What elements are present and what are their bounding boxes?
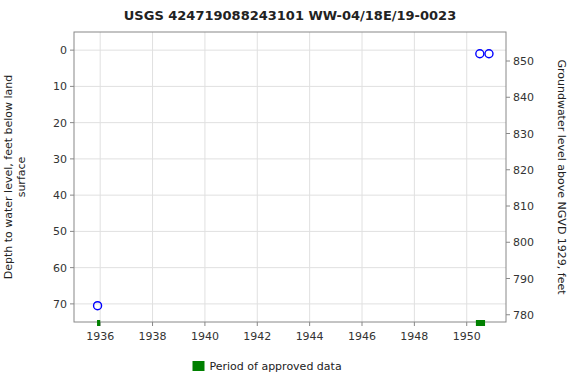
axes: 1936 1938 1940 1942 1944 1946 1948 1950 0 10 20 30 4…: [53, 44, 534, 343]
tick-label-y: 50: [53, 225, 67, 238]
chart: 1936 1938 1940 1942 1944 1946 1948 1950 0 10 20 30 4…: [0, 0, 576, 384]
tick-y: [70, 122, 74, 123]
tick-y: [70, 303, 74, 304]
tick-y: [70, 50, 74, 51]
marks: [94, 50, 493, 310]
tick-y2: [506, 206, 510, 207]
tick-label-y: 60: [53, 262, 67, 275]
tick-x: [309, 322, 310, 326]
tick-y2: [506, 169, 510, 170]
tick-y2: [506, 133, 510, 134]
y-axis-label-line: surface: [15, 156, 28, 197]
tick-y: [70, 158, 74, 159]
legend-label: Period of approved data: [210, 360, 342, 373]
tick-label-y2: 850: [513, 55, 534, 68]
grid-line-y: [74, 86, 506, 87]
tick-y: [70, 195, 74, 196]
grid-line-y: [74, 231, 506, 232]
period-bars: [97, 320, 485, 326]
tick-label-y: 40: [53, 189, 67, 202]
grid-line-y: [74, 158, 506, 159]
tick-label-y2: 820: [513, 164, 534, 177]
grid-line-x: [100, 32, 101, 322]
grid-line-y: [74, 267, 506, 268]
grid-line-y: [74, 195, 506, 196]
tick-x: [257, 322, 258, 326]
y2-axis-label: Groundwater level above NGVD 1929, feet: [555, 59, 568, 295]
tick-label-x: 1938: [139, 330, 167, 343]
grid-line-x: [362, 32, 363, 322]
title: USGS 424719088243101 WW-04/18E/19-0023: [124, 8, 456, 23]
tick-label-y2: 810: [513, 200, 534, 213]
point: [476, 50, 484, 58]
tick-label-y2: 800: [513, 236, 534, 249]
tick-label-y: 70: [53, 298, 67, 311]
tick-y2: [506, 278, 510, 279]
tick-x: [152, 322, 153, 326]
y-axis-label: Depth to water level, feet below landsur…: [2, 75, 28, 280]
tick-label-y: 0: [60, 44, 67, 57]
grid-line-y: [74, 50, 506, 51]
grid-line-y: [74, 122, 506, 123]
tick-y2: [506, 242, 510, 243]
tick-y: [70, 86, 74, 87]
tick-label-x: 1946: [348, 330, 376, 343]
point: [485, 50, 493, 58]
tick-y2: [506, 97, 510, 98]
tick-label-y2: 840: [513, 91, 534, 104]
tick-label-x: 1942: [243, 330, 271, 343]
legend-swatch: [193, 361, 205, 371]
tick-y2: [506, 314, 510, 315]
tick-label-x: 1950: [453, 330, 481, 343]
legend: Period of approved data: [193, 360, 342, 373]
tick-y: [70, 231, 74, 232]
tick-x: [204, 322, 205, 326]
grid-line-x: [309, 32, 310, 322]
grid: [74, 32, 506, 322]
tick-label-x: 1948: [400, 330, 428, 343]
tick-label-y2: 780: [513, 309, 534, 322]
tick-x: [362, 322, 363, 326]
grid-line-x: [466, 32, 467, 322]
tick-label-x: 1940: [191, 330, 219, 343]
tick-x: [466, 322, 467, 326]
tick-y: [70, 267, 74, 268]
tick-y2: [506, 61, 510, 62]
grid-line-y: [74, 303, 506, 304]
tick-label-x: 1936: [86, 330, 114, 343]
grid-line-x: [257, 32, 258, 322]
tick-label-x: 1944: [296, 330, 324, 343]
tick-x: [414, 322, 415, 326]
tick-label-y: 30: [53, 153, 67, 166]
tick-label-y: 20: [53, 117, 67, 130]
point: [94, 302, 102, 310]
tick-label-y: 10: [53, 80, 67, 93]
grid-line-x: [204, 32, 205, 322]
tick-label-y2: 790: [513, 273, 534, 286]
plot-frame: [74, 32, 506, 322]
grid-line-x: [152, 32, 153, 322]
y-axis-label-line: Depth to water level, feet below land: [2, 75, 15, 280]
period-bar: [97, 320, 100, 326]
period-bar: [476, 320, 485, 326]
grid-line-x: [414, 32, 415, 322]
tick-label-y2: 830: [513, 128, 534, 141]
